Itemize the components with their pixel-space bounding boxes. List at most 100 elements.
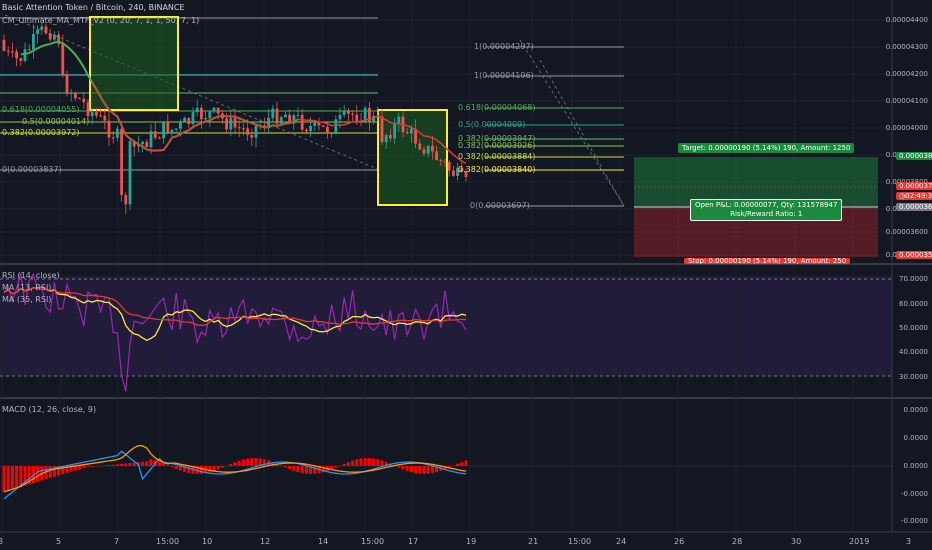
time-axis-label: 24	[616, 537, 627, 546]
candlestick-series[interactable]	[2, 22, 468, 214]
macd-bar	[288, 466, 292, 469]
candle	[414, 119, 417, 149]
candle	[166, 113, 170, 135]
macd-bar	[443, 466, 447, 470]
macd-bar	[145, 461, 149, 466]
highlight-box-left[interactable]	[89, 16, 179, 111]
target-label[interactable]: Target: 0.00000190 (5.14%) 190, Amount: …	[678, 143, 855, 153]
macd-bar	[292, 466, 296, 471]
rsi-axis-label: 30.0000	[899, 373, 928, 381]
macd-axis-label: -0.0000	[900, 490, 928, 498]
candle	[40, 22, 44, 35]
fib-label: 0.382(0.00003972)	[2, 128, 80, 137]
macd-bar	[6, 466, 10, 491]
fib-retracement-right[interactable]	[485, 46, 624, 207]
macd-bar	[435, 466, 439, 473]
chart-title[interactable]: Basic Attention Token / Bitcoin, 240, BI…	[2, 3, 185, 12]
fib-label: 0(0.00003837)	[2, 165, 62, 174]
macd-bar	[338, 465, 342, 467]
macd-bar	[57, 466, 61, 476]
macd-bar	[107, 465, 111, 466]
candle	[275, 101, 279, 126]
trend-line[interactable]	[4, 14, 381, 171]
candle	[57, 31, 60, 48]
candle	[233, 109, 237, 135]
macd-bar	[23, 466, 27, 486]
candle	[120, 124, 123, 202]
candle	[389, 128, 392, 142]
time-axis-label: 15:00	[156, 537, 180, 546]
macd-bar	[342, 463, 346, 466]
time-axis-label: 15:00	[361, 537, 385, 546]
candle	[342, 104, 346, 118]
countdown-clock-icon: ◷	[899, 192, 906, 200]
macd-bar	[346, 462, 350, 466]
macd-legend-title[interactable]: MACD (12, 26, close, 9)	[2, 405, 97, 414]
time-axis-label: 26	[674, 537, 685, 546]
macd-bar	[149, 459, 153, 466]
candle	[229, 109, 233, 137]
macd-bar	[141, 461, 145, 466]
candle	[158, 136, 161, 139]
macd-bar	[363, 458, 367, 466]
candle	[23, 42, 27, 63]
time-axis-label: 17	[408, 537, 419, 546]
trend-line[interactable]	[539, 59, 625, 207]
candle	[15, 48, 18, 67]
macd-bar	[300, 466, 304, 474]
candle	[183, 116, 186, 123]
candle	[267, 109, 270, 134]
candle	[464, 168, 468, 182]
candle	[103, 108, 107, 130]
macd-bar	[250, 458, 254, 466]
risk-reward-label: Risk/Reward Ratio: 1	[730, 210, 803, 218]
candle	[326, 122, 329, 139]
candle	[145, 139, 149, 148]
macd-bar	[19, 466, 23, 487]
macd-bar	[296, 466, 300, 472]
candle	[296, 107, 300, 119]
macd-bar	[166, 465, 170, 466]
macd-bar	[351, 460, 355, 466]
fib-label: 0.382(0.00003840)	[458, 165, 536, 174]
macd-bar	[10, 466, 14, 490]
rsi-legend-ma2[interactable]: MA (35, RSI)	[2, 295, 52, 304]
macd-bar	[279, 465, 283, 466]
price-axis-label: 0.00004100	[885, 97, 928, 105]
rsi-axis-label: 70.0000	[899, 275, 928, 283]
stop-price-tag: 0.00003505	[896, 251, 932, 259]
candle	[187, 117, 191, 129]
macd-bar	[321, 466, 325, 473]
candle	[2, 34, 6, 52]
macd-bar	[94, 466, 98, 467]
candle	[191, 107, 195, 129]
indicator-legend[interactable]: CM_Ultimate_MA_MTF_V2 (0, 20, 7, 1, 1, 5…	[2, 16, 200, 25]
candle	[439, 158, 443, 166]
fib-label: 0(0.00003697)	[470, 201, 530, 210]
position-target-zone[interactable]	[634, 157, 878, 207]
macd-bar	[397, 466, 401, 468]
candle	[36, 25, 39, 44]
rsi-legend-ma1[interactable]: MA (13, RSI)	[2, 283, 52, 292]
time-axis-label: 12	[260, 537, 271, 546]
macd-bar	[73, 466, 77, 471]
candle	[170, 129, 174, 137]
candle	[90, 107, 94, 125]
candle	[305, 127, 308, 135]
macd-bar	[61, 466, 65, 475]
price-axis-label: 0.00004000	[885, 124, 928, 132]
stop-label[interactable]: Stop: 0.00000190 (5.14%) 190, Amount: 25…	[684, 258, 851, 264]
macd-bar	[128, 463, 132, 466]
trend-line[interactable]	[519, 39, 625, 207]
open-pnl-box[interactable]: Open P&L: 0.00000077, Qty: 131578947 Ris…	[690, 199, 843, 221]
candle	[246, 119, 249, 141]
candle	[288, 109, 291, 124]
macd-bar	[229, 463, 233, 466]
candle	[65, 70, 69, 97]
candle	[6, 46, 10, 57]
price-axis-label: 0.00003600	[885, 228, 928, 236]
rsi-legend-title[interactable]: RSI (14, close)	[2, 271, 60, 280]
macd-bar	[174, 466, 178, 469]
macd-bar	[48, 466, 52, 478]
candle	[317, 117, 321, 131]
